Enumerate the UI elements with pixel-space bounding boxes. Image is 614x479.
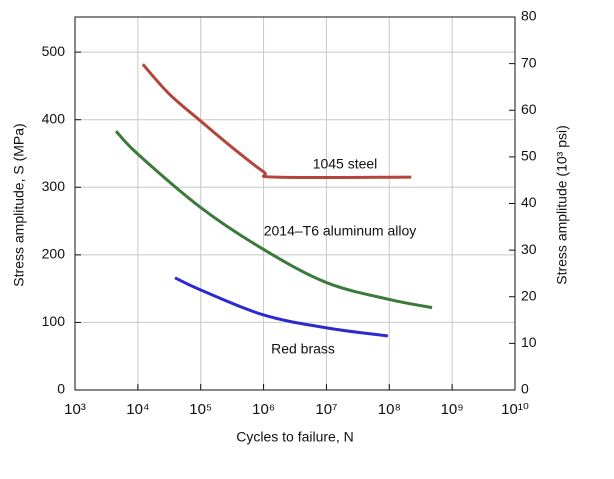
y-tick-label: 0: [57, 381, 65, 397]
y2-tick-label: 70: [521, 54, 537, 70]
y-tick-label: 300: [42, 178, 66, 194]
y2-tick-label: 80: [521, 8, 537, 24]
series-line: [114, 130, 433, 310]
plot-frame: [74, 16, 516, 391]
y2-tick-label: 20: [521, 287, 537, 303]
x-tick-label: 10⁸: [378, 401, 401, 418]
x-tick-label: 10⁹: [441, 401, 464, 418]
x-tick-label: 10⁷: [315, 401, 337, 418]
y2-tick-label: 50: [521, 148, 537, 164]
series-label: Red brass: [271, 341, 335, 357]
series-label: 2014–T6 aluminum alloy: [264, 223, 417, 239]
x-tick-label: 10⁵: [189, 401, 212, 418]
y2-axis-label: Stress amplitude (10³ psi): [554, 125, 570, 285]
series-label: 1045 steel: [313, 156, 378, 172]
y2-tick-label: 40: [521, 194, 537, 210]
y-tick-label: 500: [42, 43, 66, 59]
y2-tick-label: 30: [521, 241, 537, 257]
y-tick-label: 100: [42, 313, 66, 329]
series-line: [141, 63, 412, 180]
y-tick-label: 400: [42, 110, 66, 126]
x-tick-label: 10⁶: [252, 401, 275, 418]
y2-tick-label: 10: [521, 334, 537, 350]
series-line: [174, 276, 389, 338]
y2-tick-label: 0: [521, 381, 529, 397]
x-tick-label: 10¹⁰: [501, 401, 529, 418]
y2-tick-label: 60: [521, 101, 537, 117]
x-axis-label: Cycles to failure, N: [236, 429, 353, 445]
x-tick-label: 10³: [64, 401, 86, 418]
y-axis-label: Stress amplitude, S (MPa): [11, 123, 27, 286]
x-tick-label: 10⁴: [126, 401, 149, 418]
y-tick-label: 200: [42, 246, 66, 262]
